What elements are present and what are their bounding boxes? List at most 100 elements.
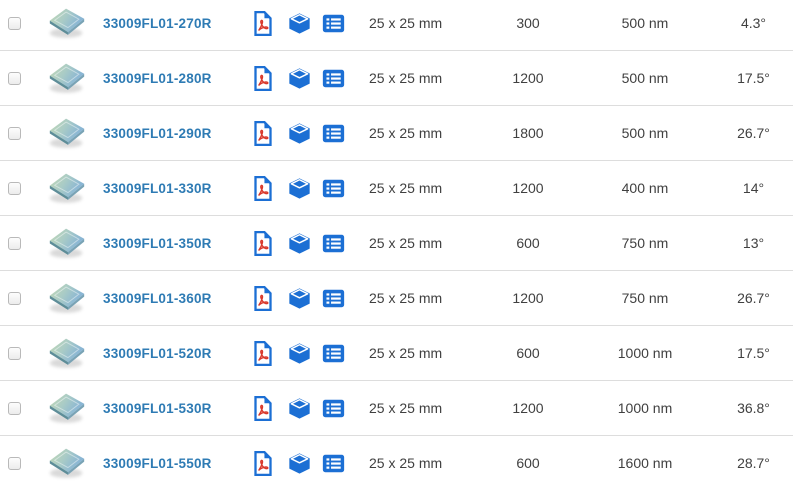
grating-chip-thumbnail[interactable] bbox=[46, 390, 88, 426]
size-cell: 25 x 25 mm bbox=[369, 125, 443, 141]
spec-list-icon[interactable] bbox=[322, 344, 345, 363]
3d-model-cube-icon[interactable] bbox=[288, 342, 311, 365]
size-cell: 25 x 25 mm bbox=[369, 235, 443, 251]
select-cell bbox=[0, 236, 38, 250]
pdf-document-icon[interactable] bbox=[253, 66, 273, 91]
3d-model-cube-icon[interactable] bbox=[288, 122, 311, 145]
angle-cell: 36.8° bbox=[737, 400, 770, 416]
size-cell: 25 x 25 mm bbox=[369, 455, 443, 471]
pdf-document-icon[interactable] bbox=[253, 231, 273, 256]
select-cell bbox=[0, 181, 38, 195]
3d-model-cube-icon[interactable] bbox=[288, 12, 311, 35]
product-row: 33009FL01-530R 25 x 25 mm 1200 1000 nm 3… bbox=[0, 381, 793, 436]
pdf-document-icon[interactable] bbox=[253, 11, 273, 36]
size-cell: 25 x 25 mm bbox=[369, 290, 443, 306]
product-row: 33009FL01-550R 25 x 25 mm 600 1600 nm 28… bbox=[0, 436, 793, 490]
grating-chip-thumbnail[interactable] bbox=[46, 445, 88, 481]
actions-cell bbox=[246, 231, 360, 256]
product-link[interactable]: 33009FL01-360R bbox=[103, 291, 212, 306]
product-link[interactable]: 33009FL01-520R bbox=[103, 346, 212, 361]
select-cell bbox=[0, 401, 38, 415]
product-link[interactable]: 33009FL01-350R bbox=[103, 236, 212, 251]
row-select-checkbox[interactable] bbox=[8, 71, 21, 85]
select-cell bbox=[0, 291, 38, 305]
spec-list-icon[interactable] bbox=[322, 399, 345, 418]
spec-list-icon[interactable] bbox=[322, 179, 345, 198]
select-cell bbox=[0, 456, 38, 470]
grating-chip-thumbnail[interactable] bbox=[46, 335, 88, 371]
product-id-cell: 33009FL01-530R bbox=[96, 400, 246, 416]
3d-model-cube-icon[interactable] bbox=[288, 177, 311, 200]
row-select-checkbox[interactable] bbox=[8, 126, 21, 140]
actions-cell bbox=[246, 341, 360, 366]
grating-chip-thumbnail[interactable] bbox=[46, 115, 88, 151]
row-select-checkbox[interactable] bbox=[8, 291, 21, 305]
3d-model-cube-icon[interactable] bbox=[288, 287, 311, 310]
pdf-document-icon[interactable] bbox=[253, 341, 273, 366]
angle-cell: 26.7° bbox=[737, 290, 770, 306]
image-cell bbox=[38, 5, 96, 41]
spec-list-icon[interactable] bbox=[322, 124, 345, 143]
wavelength-cell: 1600 nm bbox=[617, 455, 673, 471]
actions-cell bbox=[246, 66, 360, 91]
wavelength-cell: 750 nm bbox=[621, 290, 669, 306]
pdf-document-icon[interactable] bbox=[253, 451, 273, 476]
product-link[interactable]: 33009FL01-280R bbox=[103, 71, 212, 86]
row-select-checkbox[interactable] bbox=[8, 236, 21, 250]
angle-cell: 26.7° bbox=[737, 125, 770, 141]
spec-list-icon[interactable] bbox=[322, 289, 345, 308]
grooves-cell: 600 bbox=[516, 345, 540, 361]
product-link[interactable]: 33009FL01-290R bbox=[103, 126, 212, 141]
grating-chip-thumbnail[interactable] bbox=[46, 225, 88, 261]
row-select-checkbox[interactable] bbox=[8, 181, 21, 195]
image-cell bbox=[38, 170, 96, 206]
spec-list-icon[interactable] bbox=[322, 14, 345, 33]
size-cell: 25 x 25 mm bbox=[369, 400, 443, 416]
product-id-cell: 33009FL01-520R bbox=[96, 345, 246, 361]
grating-chip-thumbnail[interactable] bbox=[46, 60, 88, 96]
pdf-document-icon[interactable] bbox=[253, 176, 273, 201]
actions-cell bbox=[246, 176, 360, 201]
grooves-cell: 300 bbox=[516, 15, 540, 31]
spec-list-icon[interactable] bbox=[322, 69, 345, 88]
wavelength-cell: 400 nm bbox=[621, 180, 669, 196]
image-cell bbox=[38, 280, 96, 316]
grating-chip-thumbnail[interactable] bbox=[46, 170, 88, 206]
grooves-cell: 1200 bbox=[512, 290, 544, 306]
product-id-cell: 33009FL01-360R bbox=[96, 290, 246, 306]
3d-model-cube-icon[interactable] bbox=[288, 232, 311, 255]
select-cell bbox=[0, 126, 38, 140]
angle-cell: 14° bbox=[742, 180, 765, 196]
spec-list-icon[interactable] bbox=[322, 454, 345, 473]
pdf-document-icon[interactable] bbox=[253, 121, 273, 146]
3d-model-cube-icon[interactable] bbox=[288, 67, 311, 90]
row-select-checkbox[interactable] bbox=[8, 346, 21, 360]
grating-chip-thumbnail[interactable] bbox=[46, 280, 88, 316]
product-link[interactable]: 33009FL01-330R bbox=[103, 181, 212, 196]
grooves-cell: 600 bbox=[516, 455, 540, 471]
product-id-cell: 33009FL01-550R bbox=[96, 455, 246, 471]
product-link[interactable]: 33009FL01-270R bbox=[103, 16, 212, 31]
image-cell bbox=[38, 225, 96, 261]
3d-model-cube-icon[interactable] bbox=[288, 397, 311, 420]
select-cell bbox=[0, 16, 38, 30]
product-row: 33009FL01-270R 25 x 25 mm 300 500 nm 4.3… bbox=[0, 0, 793, 51]
size-cell: 25 x 25 mm bbox=[369, 345, 443, 361]
row-select-checkbox[interactable] bbox=[8, 401, 21, 415]
product-row: 33009FL01-280R 25 x 25 mm 1200 500 nm 17… bbox=[0, 51, 793, 106]
grating-chip-thumbnail[interactable] bbox=[46, 5, 88, 41]
pdf-document-icon[interactable] bbox=[253, 286, 273, 311]
spec-list-icon[interactable] bbox=[322, 234, 345, 253]
pdf-document-icon[interactable] bbox=[253, 396, 273, 421]
image-cell bbox=[38, 115, 96, 151]
angle-cell: 28.7° bbox=[737, 455, 770, 471]
product-link[interactable]: 33009FL01-550R bbox=[103, 456, 212, 471]
select-cell bbox=[0, 346, 38, 360]
product-link[interactable]: 33009FL01-530R bbox=[103, 401, 212, 416]
row-select-checkbox[interactable] bbox=[8, 16, 21, 30]
size-cell: 25 x 25 mm bbox=[369, 70, 443, 86]
row-select-checkbox[interactable] bbox=[8, 456, 21, 470]
3d-model-cube-icon[interactable] bbox=[288, 452, 311, 475]
